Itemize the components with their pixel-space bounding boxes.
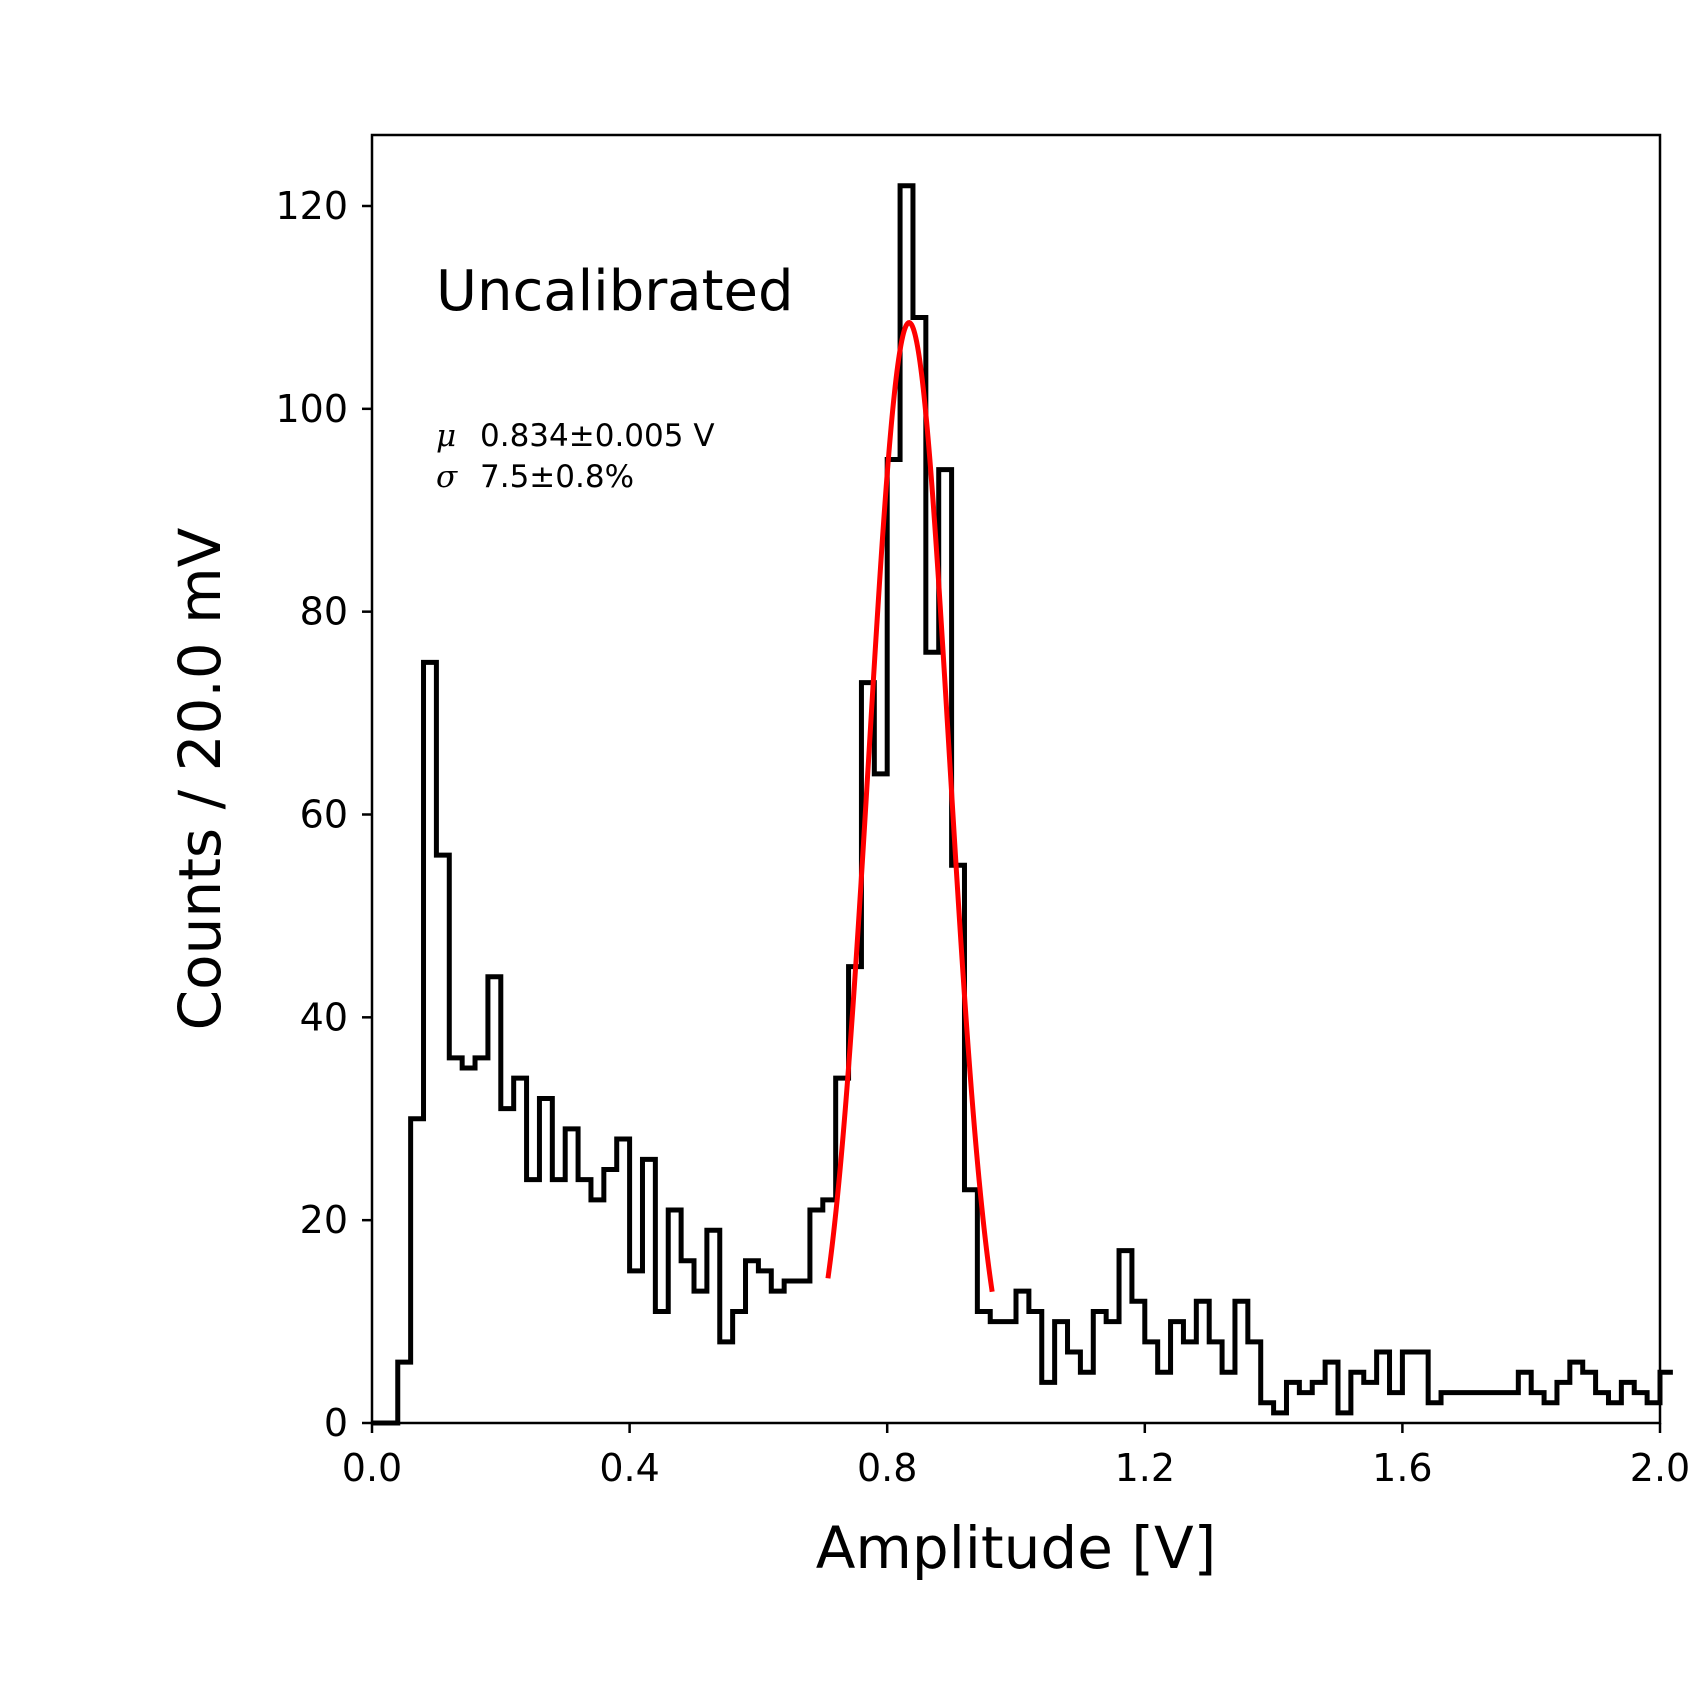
annotation-uncalibrated: Uncalibrated: [436, 259, 794, 324]
plot-area: [372, 183, 1673, 1426]
y-tick-label: 0: [324, 1401, 348, 1445]
annotation-sigma-value: 7.5±0.8%: [480, 459, 634, 495]
x-axis-label: Amplitude [V]: [816, 1514, 1217, 1582]
gaussian-fit-curve: [825, 320, 995, 1293]
y-axis-label: Counts / 20.0 mV: [166, 527, 234, 1030]
annotation-mu-value: 0.834±0.005 V: [480, 418, 715, 454]
y-axis-ticks: 0 20 40 60 80 100 120: [275, 184, 372, 1445]
y-tick-label: 80: [300, 590, 348, 634]
x-tick-label: 1.2: [1115, 1446, 1175, 1490]
x-axis-ticks: 0.0 0.4 0.8 1.2 1.6 2.0: [342, 1423, 1690, 1490]
histogram-step-line: [372, 183, 1673, 1426]
x-tick-label: 0.4: [599, 1446, 659, 1490]
x-tick-label: 0.8: [857, 1446, 917, 1490]
x-tick-label: 2.0: [1630, 1446, 1690, 1490]
annotation-mu-symbol: μ: [436, 418, 456, 454]
plot-frame: [370, 133, 1662, 1425]
x-tick-label: 1.6: [1372, 1446, 1432, 1490]
annotation-sigma-symbol: σ: [436, 459, 458, 495]
x-tick-label: 0.0: [342, 1446, 402, 1490]
y-tick-label: 20: [300, 1198, 348, 1242]
y-tick-label: 100: [275, 387, 348, 431]
y-tick-label: 40: [300, 995, 348, 1039]
y-tick-label: 120: [275, 184, 348, 228]
y-tick-label: 60: [300, 792, 348, 836]
